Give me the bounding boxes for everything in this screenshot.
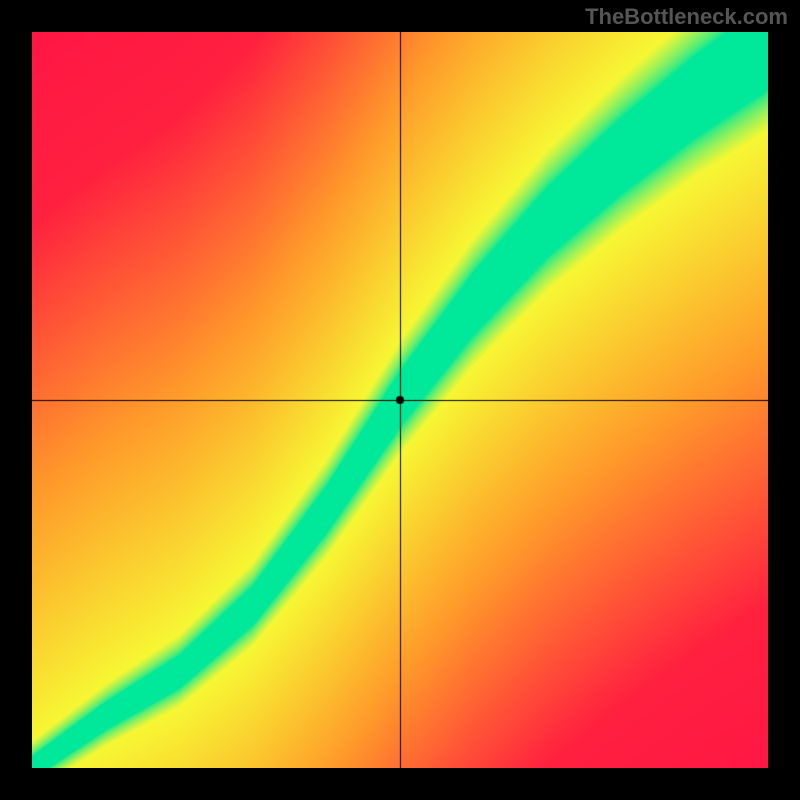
- watermark-text: TheBottleneck.com: [585, 4, 788, 30]
- chart-container: TheBottleneck.com: [0, 0, 800, 800]
- bottleneck-heatmap: [32, 32, 768, 768]
